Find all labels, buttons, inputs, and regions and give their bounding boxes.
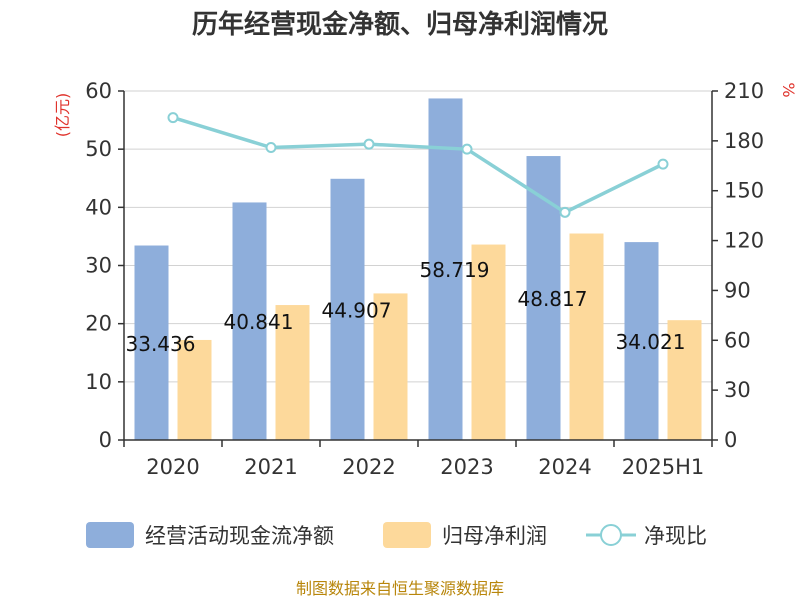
left-tick-label: 30 xyxy=(85,254,112,278)
bar-operating-cash-flow xyxy=(526,156,561,440)
legend-label-operating-cash-flow: 经营活动现金流净额 xyxy=(145,524,334,548)
bar-data-label: 40.841 xyxy=(224,310,294,334)
left-tick-label: 0 xyxy=(99,428,112,452)
x-tick-label: 2025H1 xyxy=(622,455,705,479)
right-axis-unit: % xyxy=(779,82,798,97)
legend-swatch-marker xyxy=(600,524,622,546)
x-tick-label: 2021 xyxy=(244,455,297,479)
bar-data-label: 44.907 xyxy=(322,298,392,322)
left-tick-label: 20 xyxy=(85,312,112,336)
right-tick-label: 120 xyxy=(724,229,764,253)
line-point xyxy=(167,112,179,124)
line-net-cash-ratio xyxy=(172,115,664,215)
right-tick-label: 90 xyxy=(724,278,751,302)
right-tick-label: 150 xyxy=(724,179,764,203)
bar-operating-cash-flow xyxy=(134,245,169,440)
left-tick-label: 40 xyxy=(85,195,112,219)
line-point xyxy=(657,158,669,170)
data-labels: 33.436 40.841 44.907 58.719 48.817 34.021 xyxy=(126,258,686,356)
line-point xyxy=(363,138,375,150)
axes: 0 10 20 30 40 50 60 0 30 60 90 120 150 180 210 2020 2021… xyxy=(85,79,764,479)
bar-net-profit xyxy=(667,320,702,440)
line-point xyxy=(559,206,571,218)
legend-swatch-operating-cash-flow xyxy=(86,522,134,548)
left-axis-unit: (亿元) xyxy=(53,93,72,138)
x-tick-label: 2024 xyxy=(538,455,591,479)
legend: 经营活动现金流净额 归母净利润 净现比 xyxy=(86,522,707,548)
bar-operating-cash-flow xyxy=(232,202,267,440)
right-tick-label: 180 xyxy=(724,129,764,153)
bar-net-profit xyxy=(275,305,310,440)
right-tick-label: 60 xyxy=(724,328,751,352)
chart-title: 历年经营现金净额、归母净利润情况 xyxy=(192,9,608,40)
right-tick-label: 210 xyxy=(724,79,764,103)
bar-operating-cash-flow xyxy=(428,98,463,441)
legend-label-net-cash-ratio: 净现比 xyxy=(644,524,707,548)
bar-net-profit xyxy=(177,339,212,440)
bar-data-label: 34.021 xyxy=(616,330,686,354)
bar-net-profit xyxy=(373,293,408,440)
bar-operating-cash-flow xyxy=(624,242,659,440)
x-tick-label: 2020 xyxy=(146,455,199,479)
bar-data-label: 48.817 xyxy=(518,287,588,311)
left-tick-label: 10 xyxy=(85,370,112,394)
legend-label-net-profit: 归母净利润 xyxy=(442,524,547,548)
line-point xyxy=(265,142,277,154)
bar-series xyxy=(134,98,702,441)
bar-operating-cash-flow xyxy=(330,178,365,440)
bar-net-profit xyxy=(471,244,506,440)
left-tick-label: 50 xyxy=(85,137,112,161)
bar-data-label: 58.719 xyxy=(420,258,490,282)
bar-net-profit xyxy=(569,233,604,440)
legend-swatch-net-profit xyxy=(383,522,431,548)
x-tick-label: 2023 xyxy=(440,455,493,479)
line-series xyxy=(167,112,669,218)
right-tick-label: 30 xyxy=(724,378,751,402)
bar-data-label: 33.436 xyxy=(126,332,196,356)
line-point xyxy=(461,143,473,155)
right-tick-label: 0 xyxy=(724,428,737,452)
x-tick-label: 2022 xyxy=(342,455,395,479)
grid-lines xyxy=(124,90,712,383)
left-tick-label: 60 xyxy=(85,79,112,103)
source-note: 制图数据来自恒生聚源数据库 xyxy=(296,579,504,598)
